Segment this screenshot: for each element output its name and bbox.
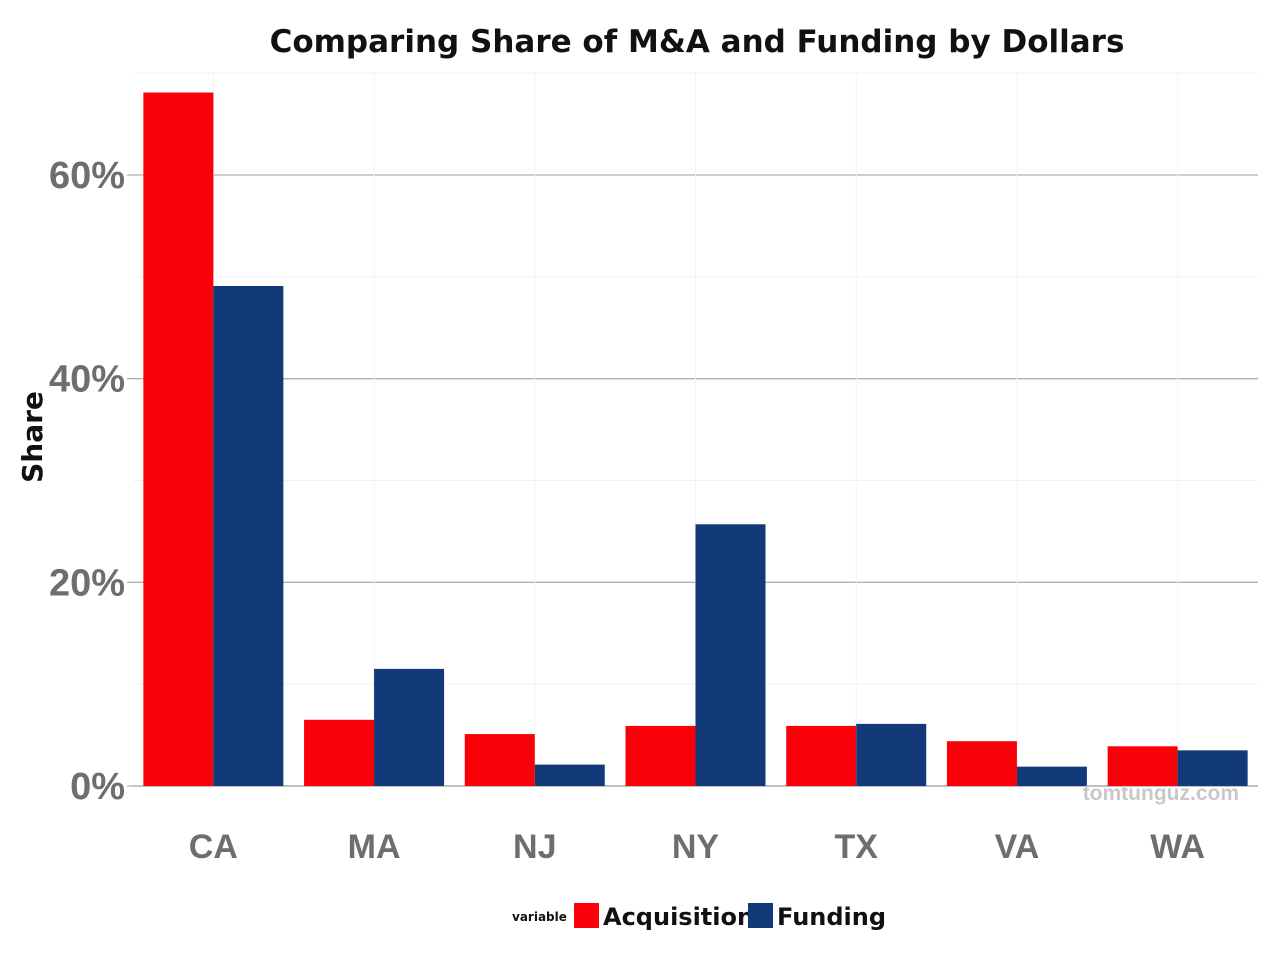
bar-acquisition-nj — [464, 734, 535, 786]
y-tick-label: 60% — [49, 155, 125, 197]
y-tick-labels: 0% 20% 40% 60% — [49, 155, 133, 808]
bar-funding-va — [1016, 766, 1087, 786]
bar-funding-ma — [374, 668, 445, 786]
bar-acquisition-va — [946, 741, 1017, 786]
legend-title: variable — [512, 910, 567, 924]
bar-acquisition-ma — [304, 719, 375, 786]
legend: variable Acquisition Funding — [512, 903, 886, 931]
y-tick-label: 20% — [49, 562, 125, 604]
bar-acquisition-ca — [143, 92, 214, 786]
legend-label-funding: Funding — [777, 903, 886, 931]
legend-label-acquisition: Acquisition — [603, 903, 754, 931]
x-tick-label: VA — [995, 828, 1040, 866]
bar-acquisition-tx — [786, 725, 857, 786]
bar-acquisition-wa — [1107, 746, 1178, 786]
x-tick-label: CA — [189, 828, 238, 866]
legend-swatch-acquisition — [574, 903, 599, 928]
x-tick-label: MA — [348, 828, 401, 866]
x-tick-labels: CA MA NJ NY TX VA WA — [189, 828, 1205, 866]
y-axis-label: Share — [16, 391, 49, 483]
bar-funding-tx — [856, 723, 927, 786]
y-tick-label: 0% — [70, 766, 125, 808]
bar-funding-ny — [695, 524, 766, 786]
chart-title: Comparing Share of M&A and Funding by Do… — [270, 24, 1125, 60]
x-tick-label: NJ — [513, 828, 556, 866]
bars — [143, 92, 1248, 786]
y-tick-label: 40% — [49, 359, 125, 401]
bar-funding-wa — [1177, 750, 1248, 786]
x-tick-label: WA — [1150, 828, 1205, 866]
bar-funding-ca — [213, 285, 284, 786]
bar-funding-nj — [534, 764, 605, 786]
x-tick-label: NY — [672, 828, 720, 866]
bar-acquisition-ny — [625, 725, 696, 786]
watermark: tomtunguz.com — [1083, 782, 1239, 805]
x-tick-label: TX — [834, 828, 878, 866]
legend-swatch-funding — [748, 903, 773, 928]
